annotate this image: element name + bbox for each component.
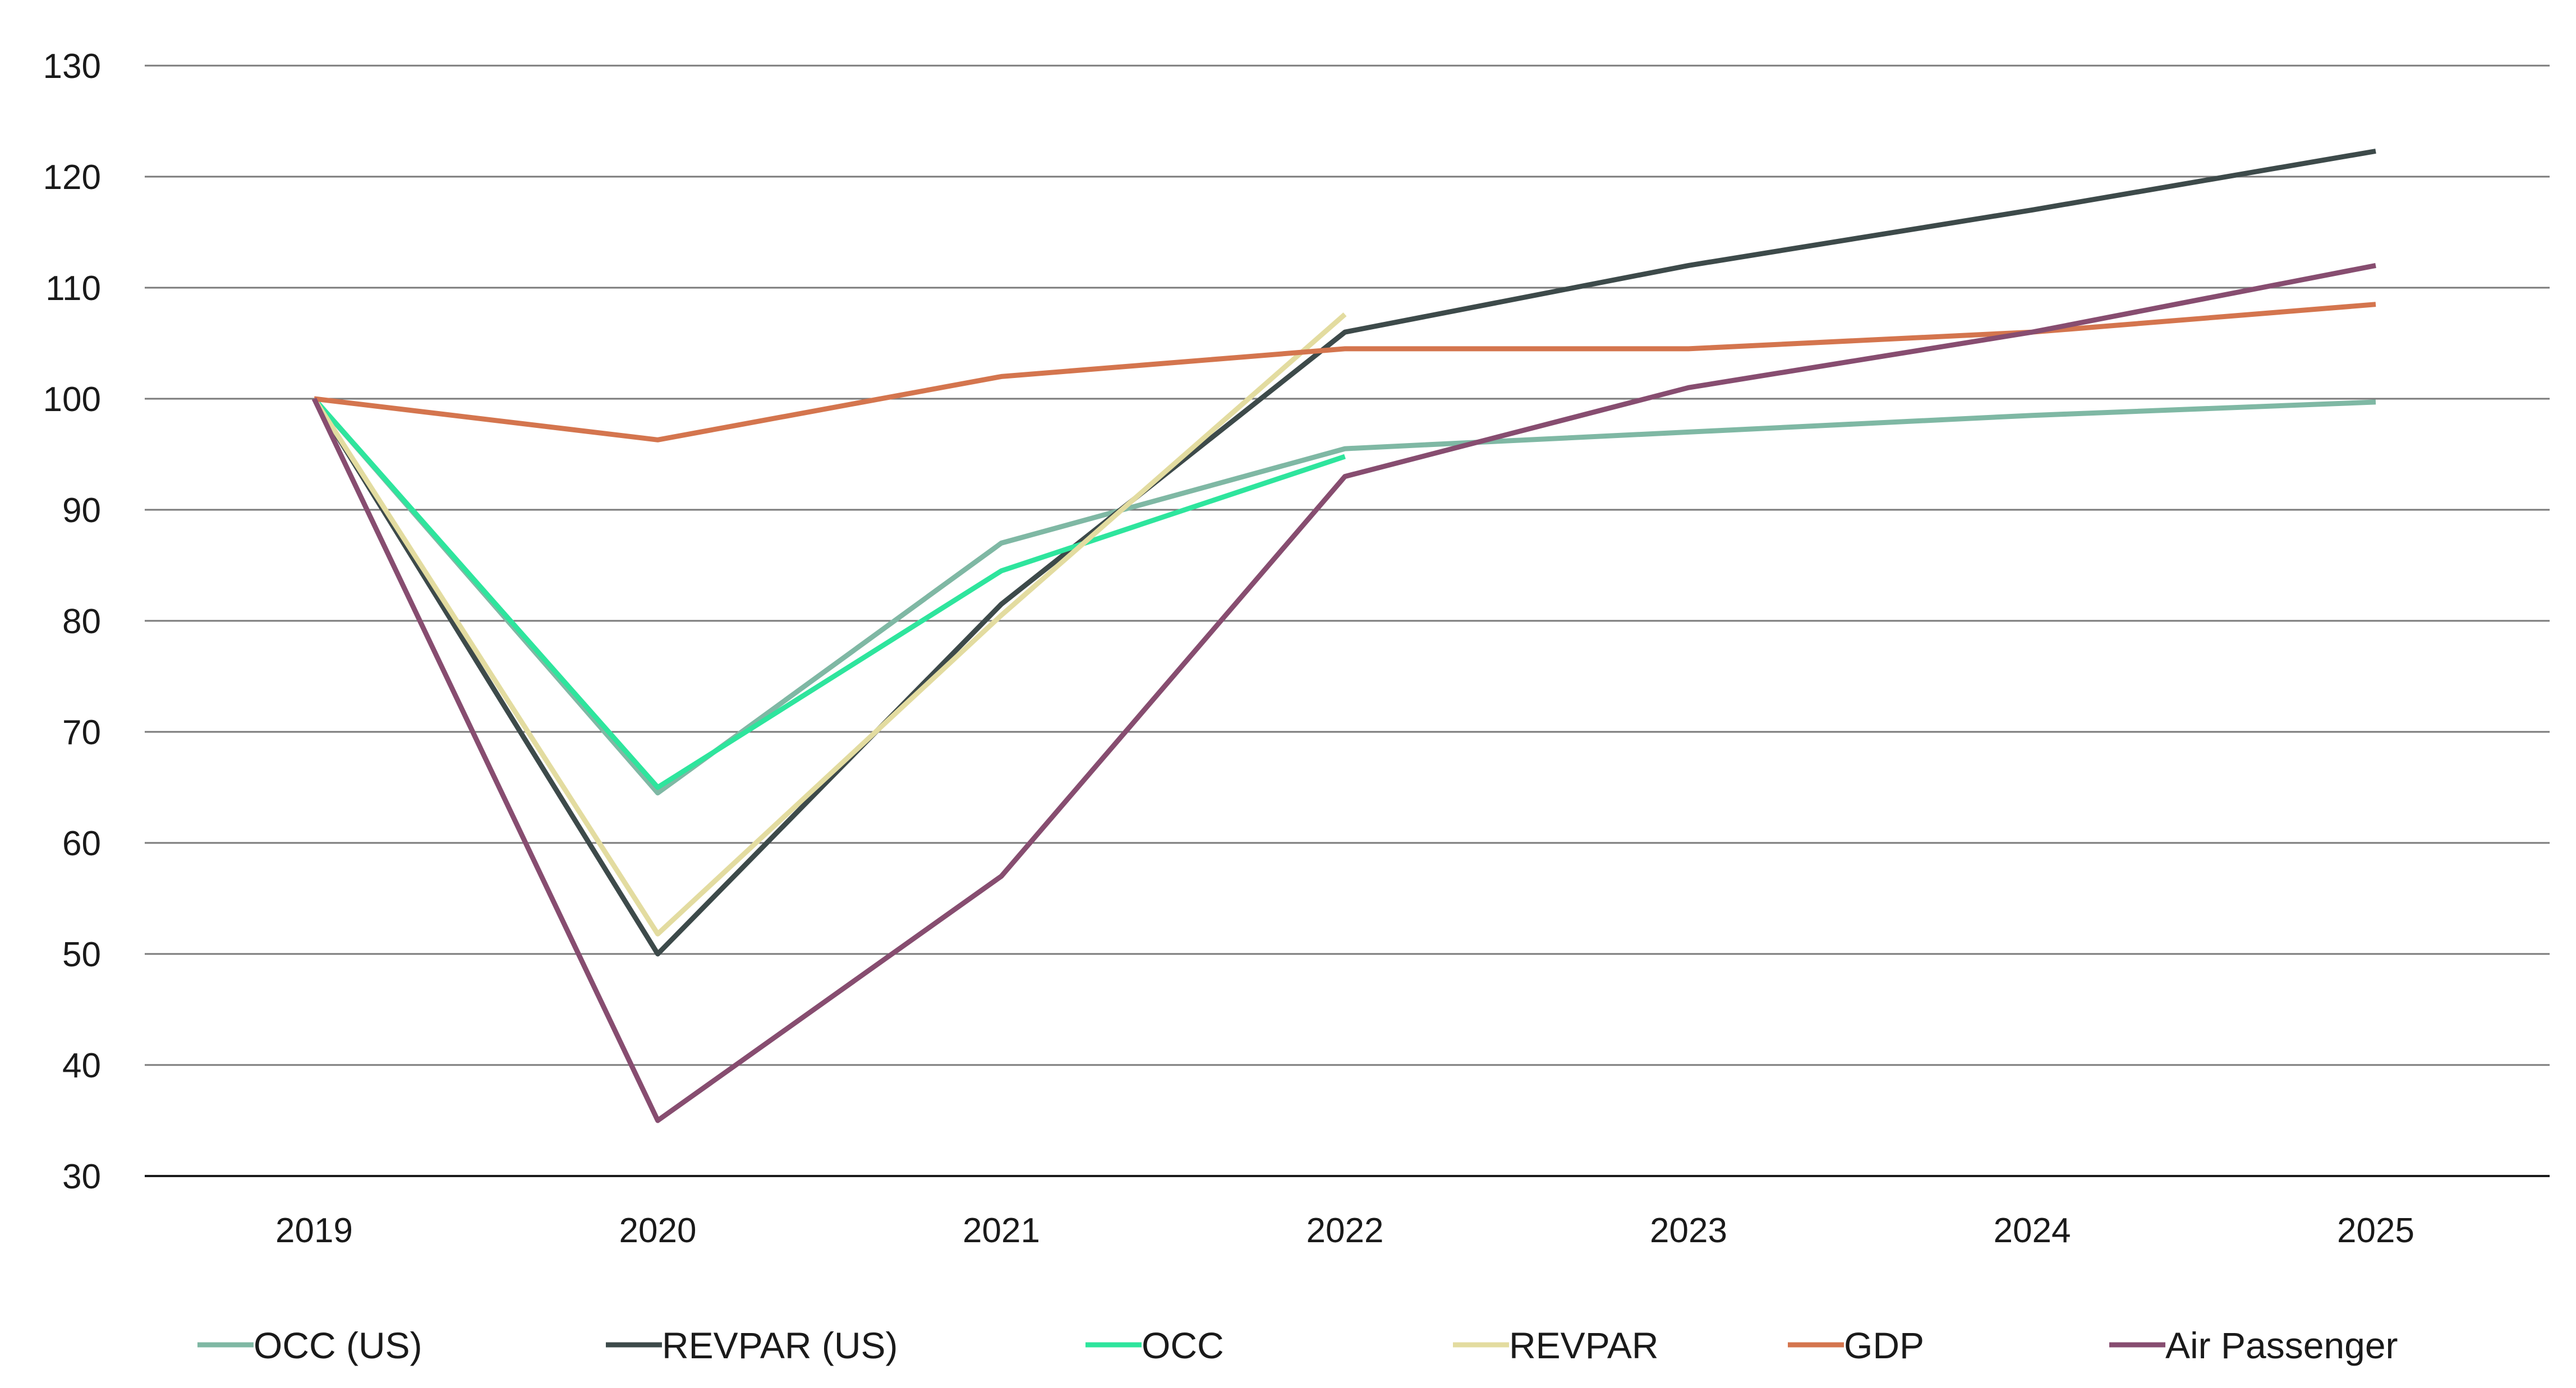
legend-label: REVPAR (US) (662, 1325, 898, 1366)
y-tick-label: 110 (45, 269, 101, 308)
y-tick-label: 80 (62, 602, 101, 641)
x-tick-label: 2022 (1307, 1211, 1384, 1250)
y-axis-tick-labels: 30 40 50 60 70 80 90 100 110 120 130 (43, 47, 101, 1196)
legend: OCC (US) REVPAR (US) OCC REVPAR GDP Air Passe… (197, 1325, 2398, 1366)
series-line-occ (312, 397, 1346, 790)
series-line-revpar (312, 312, 1347, 937)
x-tick-label: 2020 (619, 1211, 697, 1250)
legend-label: OCC (1142, 1325, 1224, 1366)
x-tick-label: 2025 (2337, 1211, 2414, 1250)
series-line-air-passenger (311, 262, 2376, 1123)
series-line-occ-us (312, 397, 2376, 796)
x-tick-label: 2024 (1994, 1211, 2071, 1250)
y-tick-label: 40 (62, 1046, 101, 1085)
y-tick-label: 30 (62, 1158, 101, 1196)
legend-label: OCC (US) (254, 1325, 422, 1366)
series-line-revpar-us (312, 149, 2376, 957)
y-tick-label: 130 (43, 47, 101, 86)
x-tick-label: 2023 (1650, 1211, 1727, 1250)
y-tick-label: 90 (62, 491, 101, 530)
legend-label: Air Passenger (2165, 1325, 2398, 1366)
x-axis-tick-labels: 2019 2020 2021 2022 2023 2024 2025 (275, 1211, 2414, 1250)
legend-label: GDP (1844, 1325, 1924, 1366)
gridlines (145, 64, 2550, 1177)
y-tick-label: 60 (62, 824, 101, 863)
y-tick-label: 70 (62, 713, 101, 752)
y-tick-label: 100 (43, 380, 101, 419)
legend-label: REVPAR (1509, 1325, 1659, 1366)
series-lines (311, 149, 2376, 1123)
y-tick-label: 120 (43, 158, 101, 197)
y-tick-label: 50 (62, 935, 101, 974)
x-tick-label: 2019 (275, 1211, 353, 1250)
x-tick-label: 2021 (963, 1211, 1040, 1250)
